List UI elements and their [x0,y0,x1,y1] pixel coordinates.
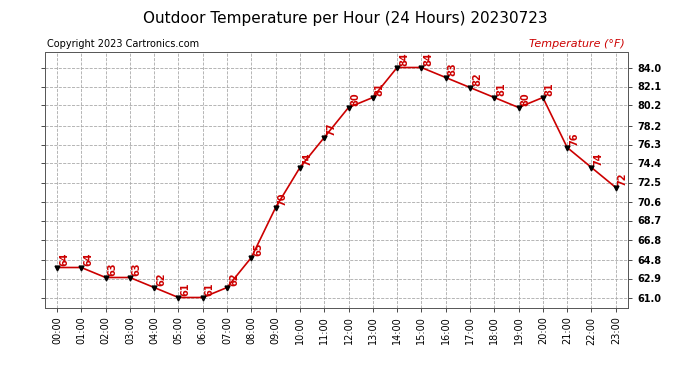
Text: 72: 72 [618,172,628,186]
Text: 61: 61 [205,283,215,296]
Text: 61: 61 [180,283,190,296]
Text: 62: 62 [156,273,166,286]
Text: 81: 81 [545,82,555,96]
Text: 74: 74 [302,153,312,166]
Text: 80: 80 [351,93,360,106]
Text: Temperature (°F): Temperature (°F) [529,39,624,50]
Text: 63: 63 [108,262,117,276]
Text: 64: 64 [83,253,93,266]
Text: 64: 64 [59,253,69,266]
Text: 62: 62 [229,273,239,286]
Text: 76: 76 [569,133,579,146]
Text: 82: 82 [472,72,482,86]
Text: 80: 80 [520,93,531,106]
Text: 81: 81 [496,82,506,96]
Text: 74: 74 [593,153,603,166]
Text: 83: 83 [448,63,457,76]
Text: 63: 63 [132,262,142,276]
Text: 84: 84 [399,53,409,66]
Text: 84: 84 [424,53,433,66]
Text: 70: 70 [277,193,288,206]
Text: 65: 65 [253,243,264,256]
Text: 81: 81 [375,82,385,96]
Text: 77: 77 [326,123,336,136]
Text: Copyright 2023 Cartronics.com: Copyright 2023 Cartronics.com [47,39,199,50]
Text: Outdoor Temperature per Hour (24 Hours) 20230723: Outdoor Temperature per Hour (24 Hours) … [143,11,547,26]
